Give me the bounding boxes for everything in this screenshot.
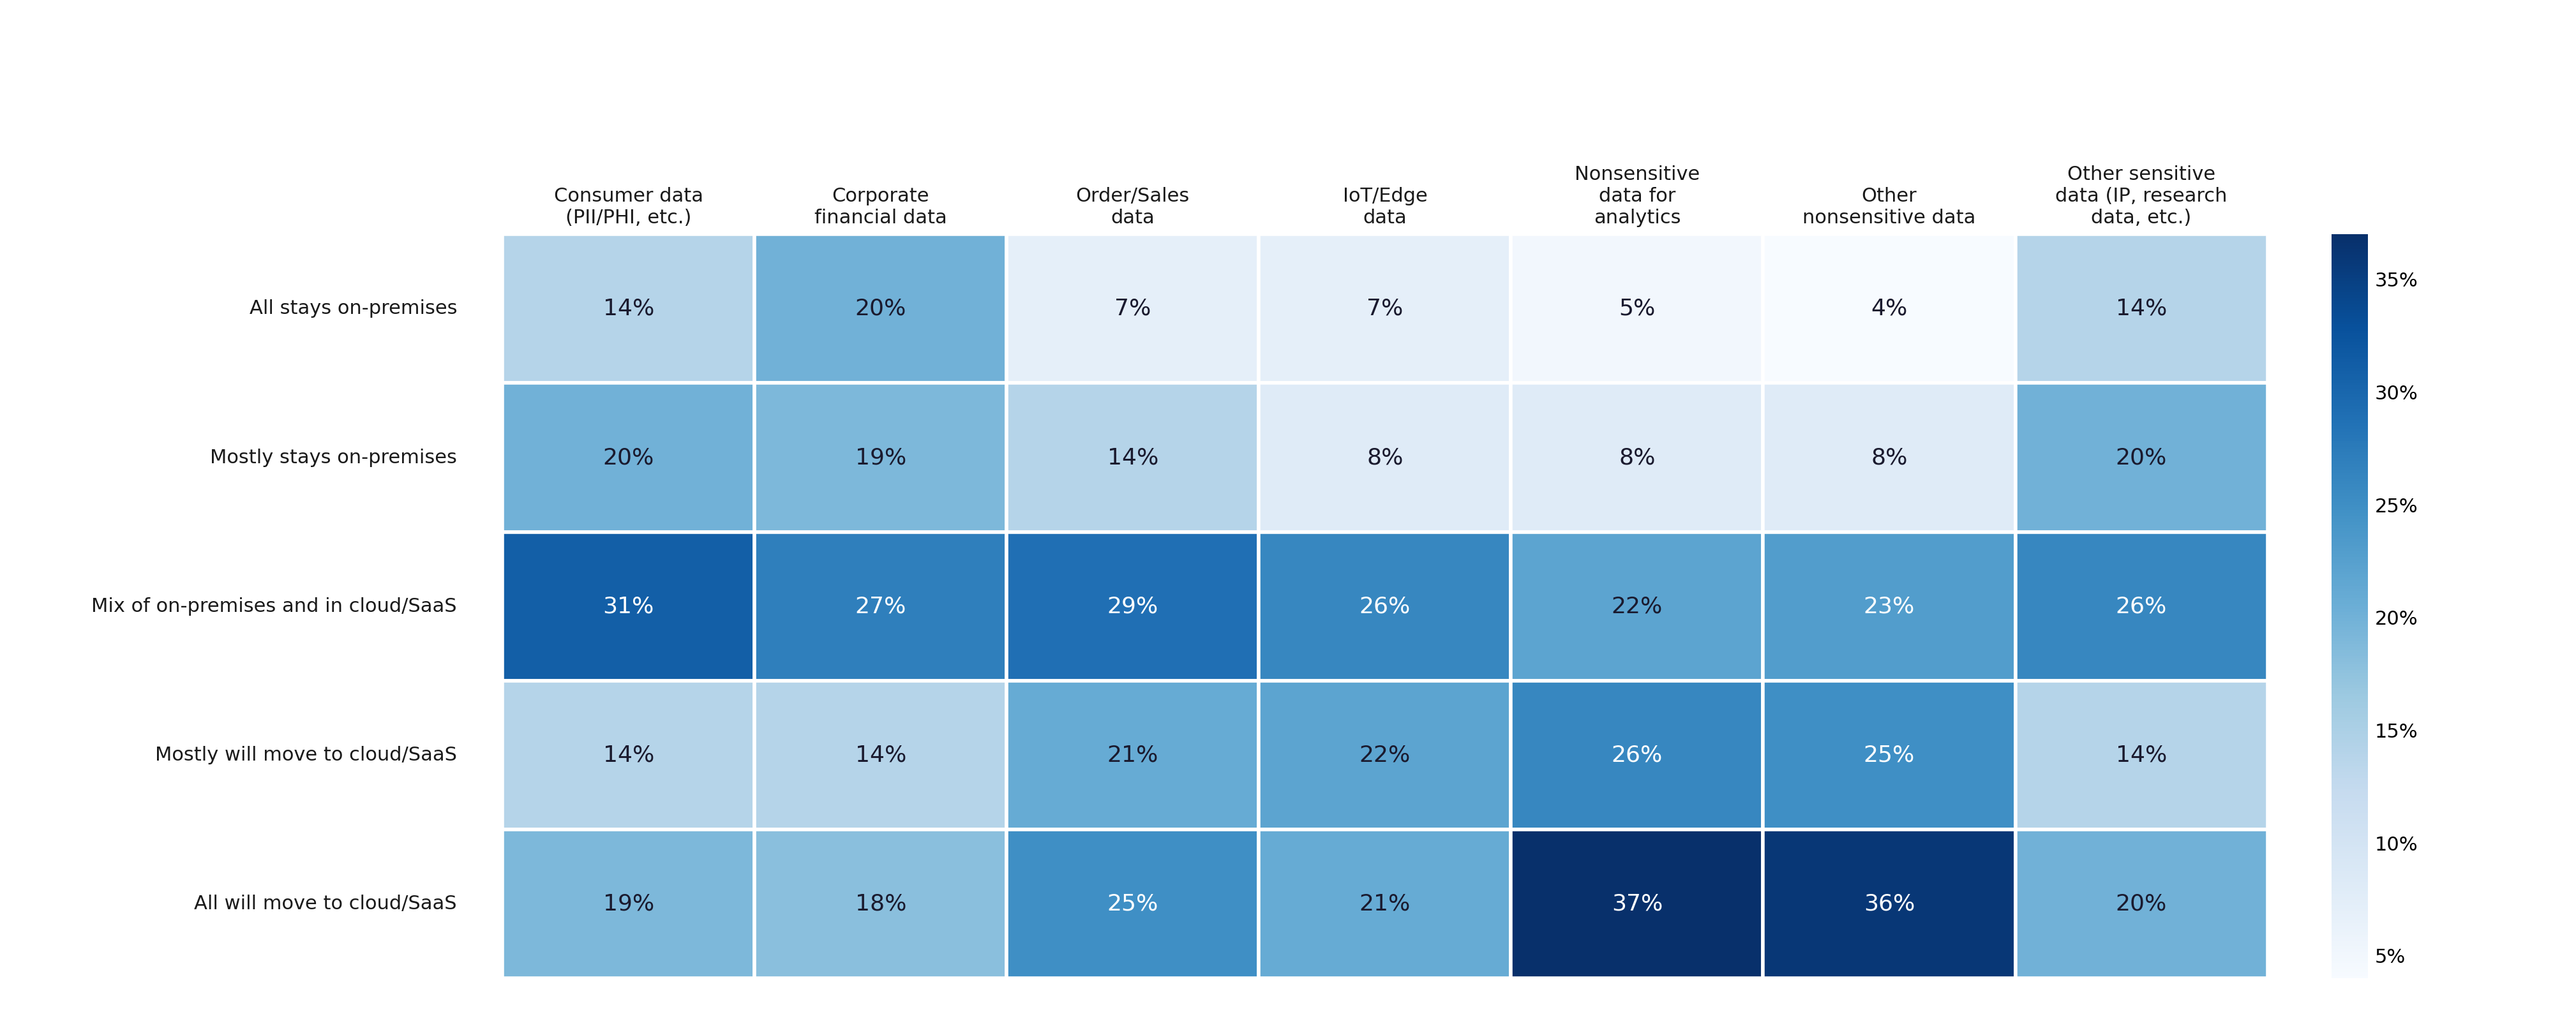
Text: Other
nonsensitive data: Other nonsensitive data	[1803, 187, 1976, 227]
Text: 14%: 14%	[603, 744, 654, 766]
Text: 25%: 25%	[1862, 744, 1914, 766]
Text: Nonsensitive
data for
analytics: Nonsensitive data for analytics	[1574, 165, 1700, 227]
Bar	[2014, 681, 2267, 829]
Text: 26%: 26%	[1610, 744, 1662, 766]
Text: 31%: 31%	[603, 595, 654, 618]
Bar	[502, 532, 755, 681]
Text: Mostly stays on-premises: Mostly stays on-premises	[211, 448, 456, 467]
Text: 22%: 22%	[1610, 595, 1662, 618]
Text: 8%: 8%	[1365, 446, 1404, 469]
Text: 14%: 14%	[1108, 446, 1159, 469]
Text: 19%: 19%	[855, 446, 907, 469]
Bar	[2014, 234, 2267, 383]
Bar	[1762, 234, 2014, 383]
Bar	[1007, 829, 1260, 978]
Bar	[1510, 234, 1762, 383]
Bar	[1762, 532, 2014, 681]
Text: 8%: 8%	[1870, 446, 1906, 469]
Bar	[1762, 829, 2014, 978]
Text: 20%: 20%	[2115, 446, 2166, 469]
Bar	[1510, 532, 1762, 681]
Bar	[2014, 532, 2267, 681]
Text: 27%: 27%	[855, 595, 907, 618]
Bar	[1762, 383, 2014, 532]
Text: Mix of on-premises and in cloud/SaaS: Mix of on-premises and in cloud/SaaS	[93, 597, 456, 615]
Bar	[1510, 829, 1762, 978]
Bar	[502, 234, 755, 383]
Text: All will move to cloud/SaaS: All will move to cloud/SaaS	[193, 895, 456, 913]
Bar	[1007, 234, 1260, 383]
Text: 26%: 26%	[2115, 595, 2166, 618]
Bar	[755, 681, 1007, 829]
Bar	[755, 532, 1007, 681]
Bar	[1007, 681, 1260, 829]
Bar	[1260, 532, 1510, 681]
Text: Corporate
financial data: Corporate financial data	[814, 187, 948, 227]
Bar	[1007, 383, 1260, 532]
Bar	[755, 234, 1007, 383]
Text: 18%: 18%	[855, 893, 907, 915]
Bar	[1260, 829, 1510, 978]
Bar	[2014, 829, 2267, 978]
Text: 37%: 37%	[1610, 893, 1662, 915]
Bar	[1260, 383, 1510, 532]
Text: 14%: 14%	[603, 298, 654, 320]
Text: Order/Sales
data: Order/Sales data	[1077, 187, 1190, 227]
Bar	[1762, 681, 2014, 829]
Bar	[502, 383, 755, 532]
Text: 7%: 7%	[1365, 298, 1404, 320]
Text: 20%: 20%	[855, 298, 907, 320]
Text: 7%: 7%	[1115, 298, 1151, 320]
Text: 20%: 20%	[2115, 893, 2166, 915]
Bar	[1007, 532, 1260, 681]
Text: 22%: 22%	[1360, 744, 1409, 766]
Text: 36%: 36%	[1862, 893, 1914, 915]
Bar	[1260, 681, 1510, 829]
Text: 19%: 19%	[603, 893, 654, 915]
Text: Mostly will move to cloud/SaaS: Mostly will move to cloud/SaaS	[155, 746, 456, 764]
Text: 5%: 5%	[1618, 298, 1654, 320]
Text: 21%: 21%	[1360, 893, 1409, 915]
Text: 29%: 29%	[1108, 595, 1159, 618]
Text: Other sensitive
data (IP, research
data, etc.): Other sensitive data (IP, research data,…	[2056, 165, 2226, 227]
Text: 26%: 26%	[1360, 595, 1409, 618]
Bar	[1260, 234, 1510, 383]
Text: 20%: 20%	[603, 446, 654, 469]
Text: 14%: 14%	[2115, 298, 2166, 320]
Text: Consumer data
(PII/PHI, etc.): Consumer data (PII/PHI, etc.)	[554, 187, 703, 227]
Text: All stays on-premises: All stays on-premises	[250, 300, 456, 318]
Bar	[755, 383, 1007, 532]
Bar	[1510, 383, 1762, 532]
Text: 8%: 8%	[1618, 446, 1654, 469]
Text: 4%: 4%	[1870, 298, 1906, 320]
Text: 23%: 23%	[1862, 595, 1914, 618]
Bar	[502, 681, 755, 829]
Bar	[1510, 681, 1762, 829]
Text: 14%: 14%	[855, 744, 907, 766]
Text: 14%: 14%	[2115, 744, 2166, 766]
Bar	[2014, 383, 2267, 532]
Bar	[502, 829, 755, 978]
Text: 25%: 25%	[1108, 893, 1159, 915]
Bar	[755, 829, 1007, 978]
Text: IoT/Edge
data: IoT/Edge data	[1342, 187, 1427, 227]
Text: 21%: 21%	[1108, 744, 1159, 766]
